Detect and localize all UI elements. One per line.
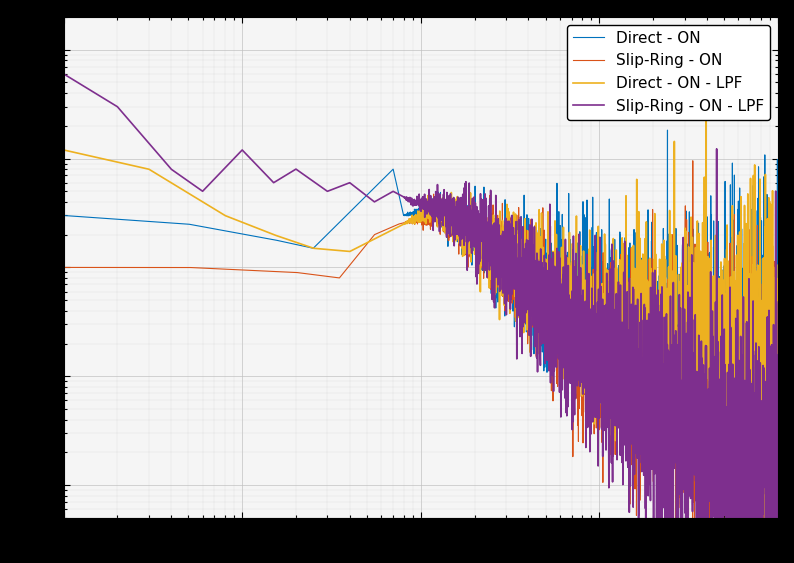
Direct - ON xyxy=(663,127,673,133)
Slip-Ring - ON - LPF xyxy=(332,185,341,191)
Slip-Ring - ON - LPF xyxy=(523,303,533,310)
Slip-Ring - ON - LPF xyxy=(488,284,497,291)
Direct - ON xyxy=(188,222,198,229)
Direct - ON xyxy=(488,238,497,245)
Legend: Direct - ON, Slip-Ring - ON, Direct - ON - LPF, Slip-Ring - ON - LPF: Direct - ON, Slip-Ring - ON, Direct - ON… xyxy=(568,25,770,120)
Slip-Ring - ON xyxy=(523,265,533,272)
Line: Slip-Ring - ON - LPF: Slip-Ring - ON - LPF xyxy=(64,74,778,563)
Direct - ON xyxy=(773,455,783,462)
Line: Direct - ON - LPF: Direct - ON - LPF xyxy=(64,114,778,563)
Direct - ON xyxy=(332,222,341,229)
Slip-Ring - ON xyxy=(332,274,341,281)
Direct - ON - LPF xyxy=(59,146,68,153)
Slip-Ring - ON xyxy=(488,289,497,296)
Slip-Ring - ON xyxy=(592,374,602,381)
Direct - ON xyxy=(646,365,656,372)
Slip-Ring - ON xyxy=(773,327,783,334)
Slip-Ring - ON xyxy=(688,158,698,164)
Direct - ON xyxy=(592,287,602,293)
Slip-Ring - ON - LPF xyxy=(592,312,602,319)
Line: Direct - ON: Direct - ON xyxy=(64,130,778,563)
Slip-Ring - ON xyxy=(646,341,656,347)
Slip-Ring - ON xyxy=(59,264,68,271)
Direct - ON - LPF xyxy=(592,283,602,290)
Direct - ON - LPF xyxy=(523,236,533,243)
Direct - ON - LPF xyxy=(646,422,656,428)
Direct - ON - LPF xyxy=(332,247,341,254)
Direct - ON xyxy=(59,212,68,219)
Slip-Ring - ON - LPF xyxy=(773,557,783,563)
Slip-Ring - ON xyxy=(188,264,198,271)
Direct - ON xyxy=(523,332,533,339)
Direct - ON - LPF xyxy=(701,111,711,118)
Slip-Ring - ON - LPF xyxy=(188,181,198,188)
Direct - ON - LPF xyxy=(188,193,198,200)
Direct - ON - LPF xyxy=(488,254,497,261)
Direct - ON - LPF xyxy=(773,262,783,269)
Line: Slip-Ring - ON: Slip-Ring - ON xyxy=(64,161,778,563)
Slip-Ring - ON - LPF xyxy=(59,70,68,77)
Slip-Ring - ON - LPF xyxy=(646,386,656,393)
